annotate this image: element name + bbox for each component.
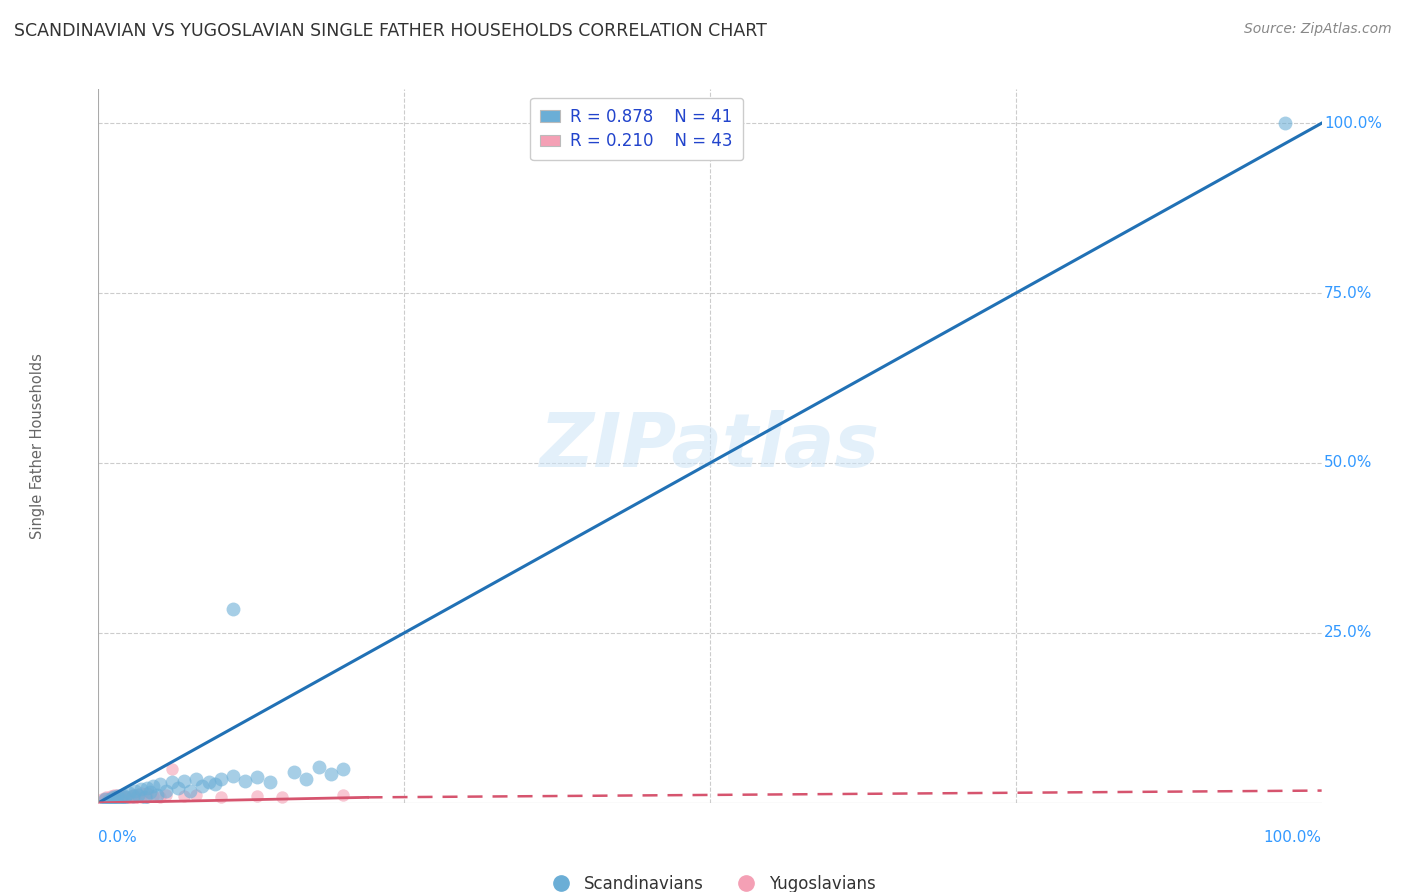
Point: [124, 791, 146, 805]
Point: [222, 602, 245, 616]
Text: 0.0%: 0.0%: [98, 830, 138, 845]
Point: [136, 789, 159, 804]
Point: [91, 792, 114, 806]
Text: 25.0%: 25.0%: [1324, 625, 1372, 640]
Point: [146, 788, 169, 802]
Point: [233, 774, 256, 789]
Point: [173, 789, 195, 803]
Text: 100.0%: 100.0%: [1324, 116, 1382, 131]
Point: [94, 790, 117, 805]
Point: [111, 791, 134, 805]
Point: [105, 789, 128, 803]
Point: [319, 767, 342, 781]
Point: [204, 777, 226, 791]
Point: [136, 786, 159, 800]
Point: [110, 792, 132, 806]
Point: [105, 791, 128, 805]
Point: [110, 792, 132, 806]
Point: [127, 788, 149, 802]
Point: [142, 779, 165, 793]
Point: [118, 789, 141, 804]
Point: [124, 783, 146, 797]
Point: [155, 788, 177, 802]
Point: [1274, 116, 1296, 130]
Point: [149, 777, 172, 791]
Point: [129, 782, 152, 797]
Text: SCANDINAVIAN VS YUGOSLAVIAN SINGLE FATHER HOUSEHOLDS CORRELATION CHART: SCANDINAVIAN VS YUGOSLAVIAN SINGLE FATHE…: [14, 22, 766, 40]
Point: [114, 793, 136, 807]
Point: [129, 786, 152, 800]
Point: [134, 790, 156, 805]
Point: [124, 789, 146, 803]
Point: [90, 794, 112, 808]
Text: 75.0%: 75.0%: [1324, 285, 1372, 301]
Point: [105, 794, 128, 808]
Point: [259, 775, 281, 789]
Point: [191, 779, 214, 793]
Point: [246, 770, 269, 784]
Point: [94, 794, 117, 808]
Point: [96, 793, 118, 807]
Point: [149, 790, 172, 805]
Point: [186, 788, 208, 802]
Point: [209, 790, 232, 805]
Point: [100, 789, 122, 803]
Point: [308, 760, 330, 774]
Point: [173, 774, 195, 789]
Legend: Scandinavians, Yugoslavians: Scandinavians, Yugoslavians: [537, 868, 883, 892]
Point: [114, 790, 136, 805]
Point: [93, 791, 115, 805]
Point: [97, 791, 120, 805]
Point: [100, 792, 122, 806]
Text: ZIPatlas: ZIPatlas: [540, 409, 880, 483]
Point: [222, 769, 245, 783]
Point: [101, 792, 124, 806]
Point: [98, 794, 121, 808]
Point: [209, 772, 232, 786]
Point: [332, 762, 354, 776]
Text: 100.0%: 100.0%: [1264, 830, 1322, 845]
Point: [129, 790, 152, 805]
Point: [101, 790, 124, 805]
Point: [270, 789, 294, 804]
Point: [186, 772, 208, 786]
Text: Single Father Households: Single Father Households: [30, 353, 45, 539]
Point: [283, 765, 305, 780]
Point: [110, 789, 132, 804]
Point: [118, 792, 141, 806]
Point: [295, 772, 318, 786]
Text: 50.0%: 50.0%: [1324, 456, 1372, 470]
Point: [179, 783, 201, 797]
Point: [160, 775, 183, 789]
Point: [118, 786, 141, 800]
Point: [105, 789, 128, 803]
Point: [139, 785, 162, 799]
Point: [93, 792, 115, 806]
Point: [91, 794, 114, 808]
Point: [246, 789, 269, 803]
Point: [136, 780, 159, 795]
Point: [97, 794, 120, 808]
Point: [100, 791, 122, 805]
Point: [197, 775, 219, 789]
Point: [101, 790, 124, 805]
Text: Source: ZipAtlas.com: Source: ZipAtlas.com: [1244, 22, 1392, 37]
Point: [114, 790, 136, 805]
Point: [121, 791, 143, 805]
Point: [160, 762, 183, 776]
Point: [111, 788, 134, 802]
Point: [105, 793, 128, 807]
Point: [142, 789, 165, 803]
Point: [332, 789, 354, 803]
Point: [103, 788, 125, 802]
Point: [121, 789, 143, 803]
Point: [155, 783, 177, 797]
Point: [111, 789, 134, 803]
Point: [167, 780, 190, 795]
Point: [121, 788, 143, 802]
